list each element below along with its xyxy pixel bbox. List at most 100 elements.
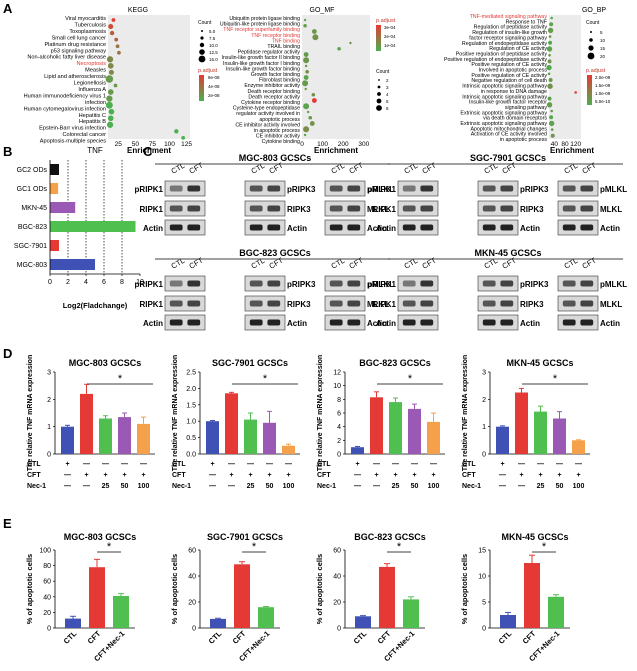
go-bp-dot (546, 102, 553, 108)
blot-strip (477, 200, 519, 217)
term-label: TNF-mediated signaling pathway (470, 14, 548, 20)
kegg-term-labels: Viral myocarditisTuberculosisToxoplasmos… (24, 16, 107, 145)
d-row-value: — (499, 472, 506, 479)
legend-size-dot (376, 98, 382, 104)
d-row-label: CTL (27, 461, 41, 468)
d-sig-star: * (553, 373, 558, 385)
legend-title: p.adjust (586, 68, 606, 74)
blot-strip (164, 314, 206, 331)
blot-strip (164, 200, 206, 217)
blot-band (580, 185, 594, 192)
blot-band (420, 224, 434, 231)
go-bp-dot (547, 27, 554, 34)
legend-size-dot (201, 30, 203, 32)
term-label: Platinum drug resistance (44, 42, 106, 48)
d-row-value: + (576, 472, 580, 479)
d-row-label: Nec-1 (172, 483, 191, 490)
legend-title: p.adjust (376, 18, 396, 24)
go-mf-title: GO_MF (310, 7, 335, 14)
blot-strip (324, 200, 366, 217)
kegg-dot (107, 89, 114, 95)
blot-strip (477, 314, 519, 331)
blot-band (420, 205, 434, 212)
blot-band (249, 205, 263, 212)
blot-strip (557, 200, 599, 217)
d-y-tick-label: 8 (337, 397, 341, 404)
blot-strip (557, 295, 599, 312)
term-label: Positive regulation of endopeptidase act… (444, 57, 547, 63)
legend-size-label: 20 (600, 54, 606, 59)
d-bar (80, 393, 93, 454)
blot-band (347, 280, 361, 287)
d-row-value: + (431, 472, 435, 479)
go-bp-title: GO_BP (582, 7, 606, 14)
d-row-label: CFT (172, 472, 186, 479)
d-row-label: CTL (462, 461, 476, 468)
go-mf-dot (305, 69, 309, 74)
lane-label: CTL (330, 256, 347, 271)
e-bar (113, 596, 129, 628)
blot-band (267, 300, 281, 307)
term-label: Apoptosis-multiple species (40, 139, 106, 145)
kegg-title: KEGG (128, 7, 148, 14)
legend-size-dot (198, 55, 206, 63)
blot-label: Actin (367, 224, 387, 233)
b-bar (50, 240, 59, 251)
d-row-value: + (229, 472, 233, 479)
d-row-value: + (393, 472, 397, 479)
lane-label: CFT (348, 255, 365, 270)
blot-band (249, 280, 263, 287)
d-row-value: — (285, 461, 292, 468)
blot-strip (324, 314, 366, 331)
d-row-value: + (84, 472, 88, 479)
term-label: Extrinsic apoptotic signaling pathway (460, 121, 547, 127)
blot-label: Actin (600, 319, 620, 328)
b-bar (50, 183, 59, 194)
d-row-value: + (355, 461, 359, 468)
e-category-label: CTL (497, 629, 514, 646)
term-label: Colorectal cancer (62, 132, 106, 138)
term-label: Influenza A (78, 87, 106, 93)
legend-color-label: 2.0e-09 (595, 75, 611, 80)
legend-size-label: 10.0 (209, 43, 218, 48)
d-y-tick-label: 1.0 (186, 419, 196, 426)
blot-band (402, 319, 416, 326)
d-bar (515, 392, 528, 454)
kegg-dot (106, 121, 114, 128)
go-bp-dot (547, 72, 551, 76)
b-category-label: GC2 ODs (17, 167, 48, 174)
term-label: TNF receptor binding (251, 33, 300, 39)
go-mf-dot (304, 64, 308, 68)
term-label: Involved in apoptotic process (479, 68, 548, 74)
blot-band (347, 224, 361, 231)
blot-band (580, 205, 594, 212)
blot-strip (244, 314, 286, 331)
e-y-tick-label: 100 (39, 548, 51, 555)
go-bp-dot (549, 22, 554, 27)
kegg-dot (108, 108, 115, 115)
d-sig-star: * (118, 373, 123, 385)
panel-a-enrichment: KEGG Viral myocarditisTuberculosisToxopl… (24, 7, 611, 155)
go-mf-dot (309, 121, 315, 126)
go-mf-x-tick: 100 (317, 141, 328, 148)
go-mf-dot (303, 75, 309, 80)
term-label: CE inhibitor activity involved (235, 122, 300, 128)
term-label: Human immunodeficiency virus 1 (24, 93, 106, 99)
d-chart-title: SGC-7901 GCSCs (212, 358, 288, 368)
lane-label: CTL (170, 256, 187, 271)
d-row-value: 100 (428, 483, 440, 490)
term-label: Insulin-like growth factor II binding (222, 55, 301, 61)
go-mf-dot (303, 133, 307, 137)
d-y-tick-label: 0 (337, 452, 341, 459)
blot-label: pRIPK3 (287, 280, 316, 289)
d-y-tick-label: 2.0 (186, 386, 196, 393)
kegg-dot (113, 83, 118, 88)
lane-label: CFT (188, 160, 205, 175)
e-y-tick-label: 20 (188, 600, 196, 607)
blot-strip (164, 219, 206, 236)
blot-label: MLKL (600, 205, 622, 214)
b-category-label: MGC-803 (17, 262, 47, 269)
blot-label: Actin (287, 224, 307, 233)
term-label: in response to DNA damage (481, 89, 547, 95)
legend-size-label: 2 (386, 78, 389, 83)
